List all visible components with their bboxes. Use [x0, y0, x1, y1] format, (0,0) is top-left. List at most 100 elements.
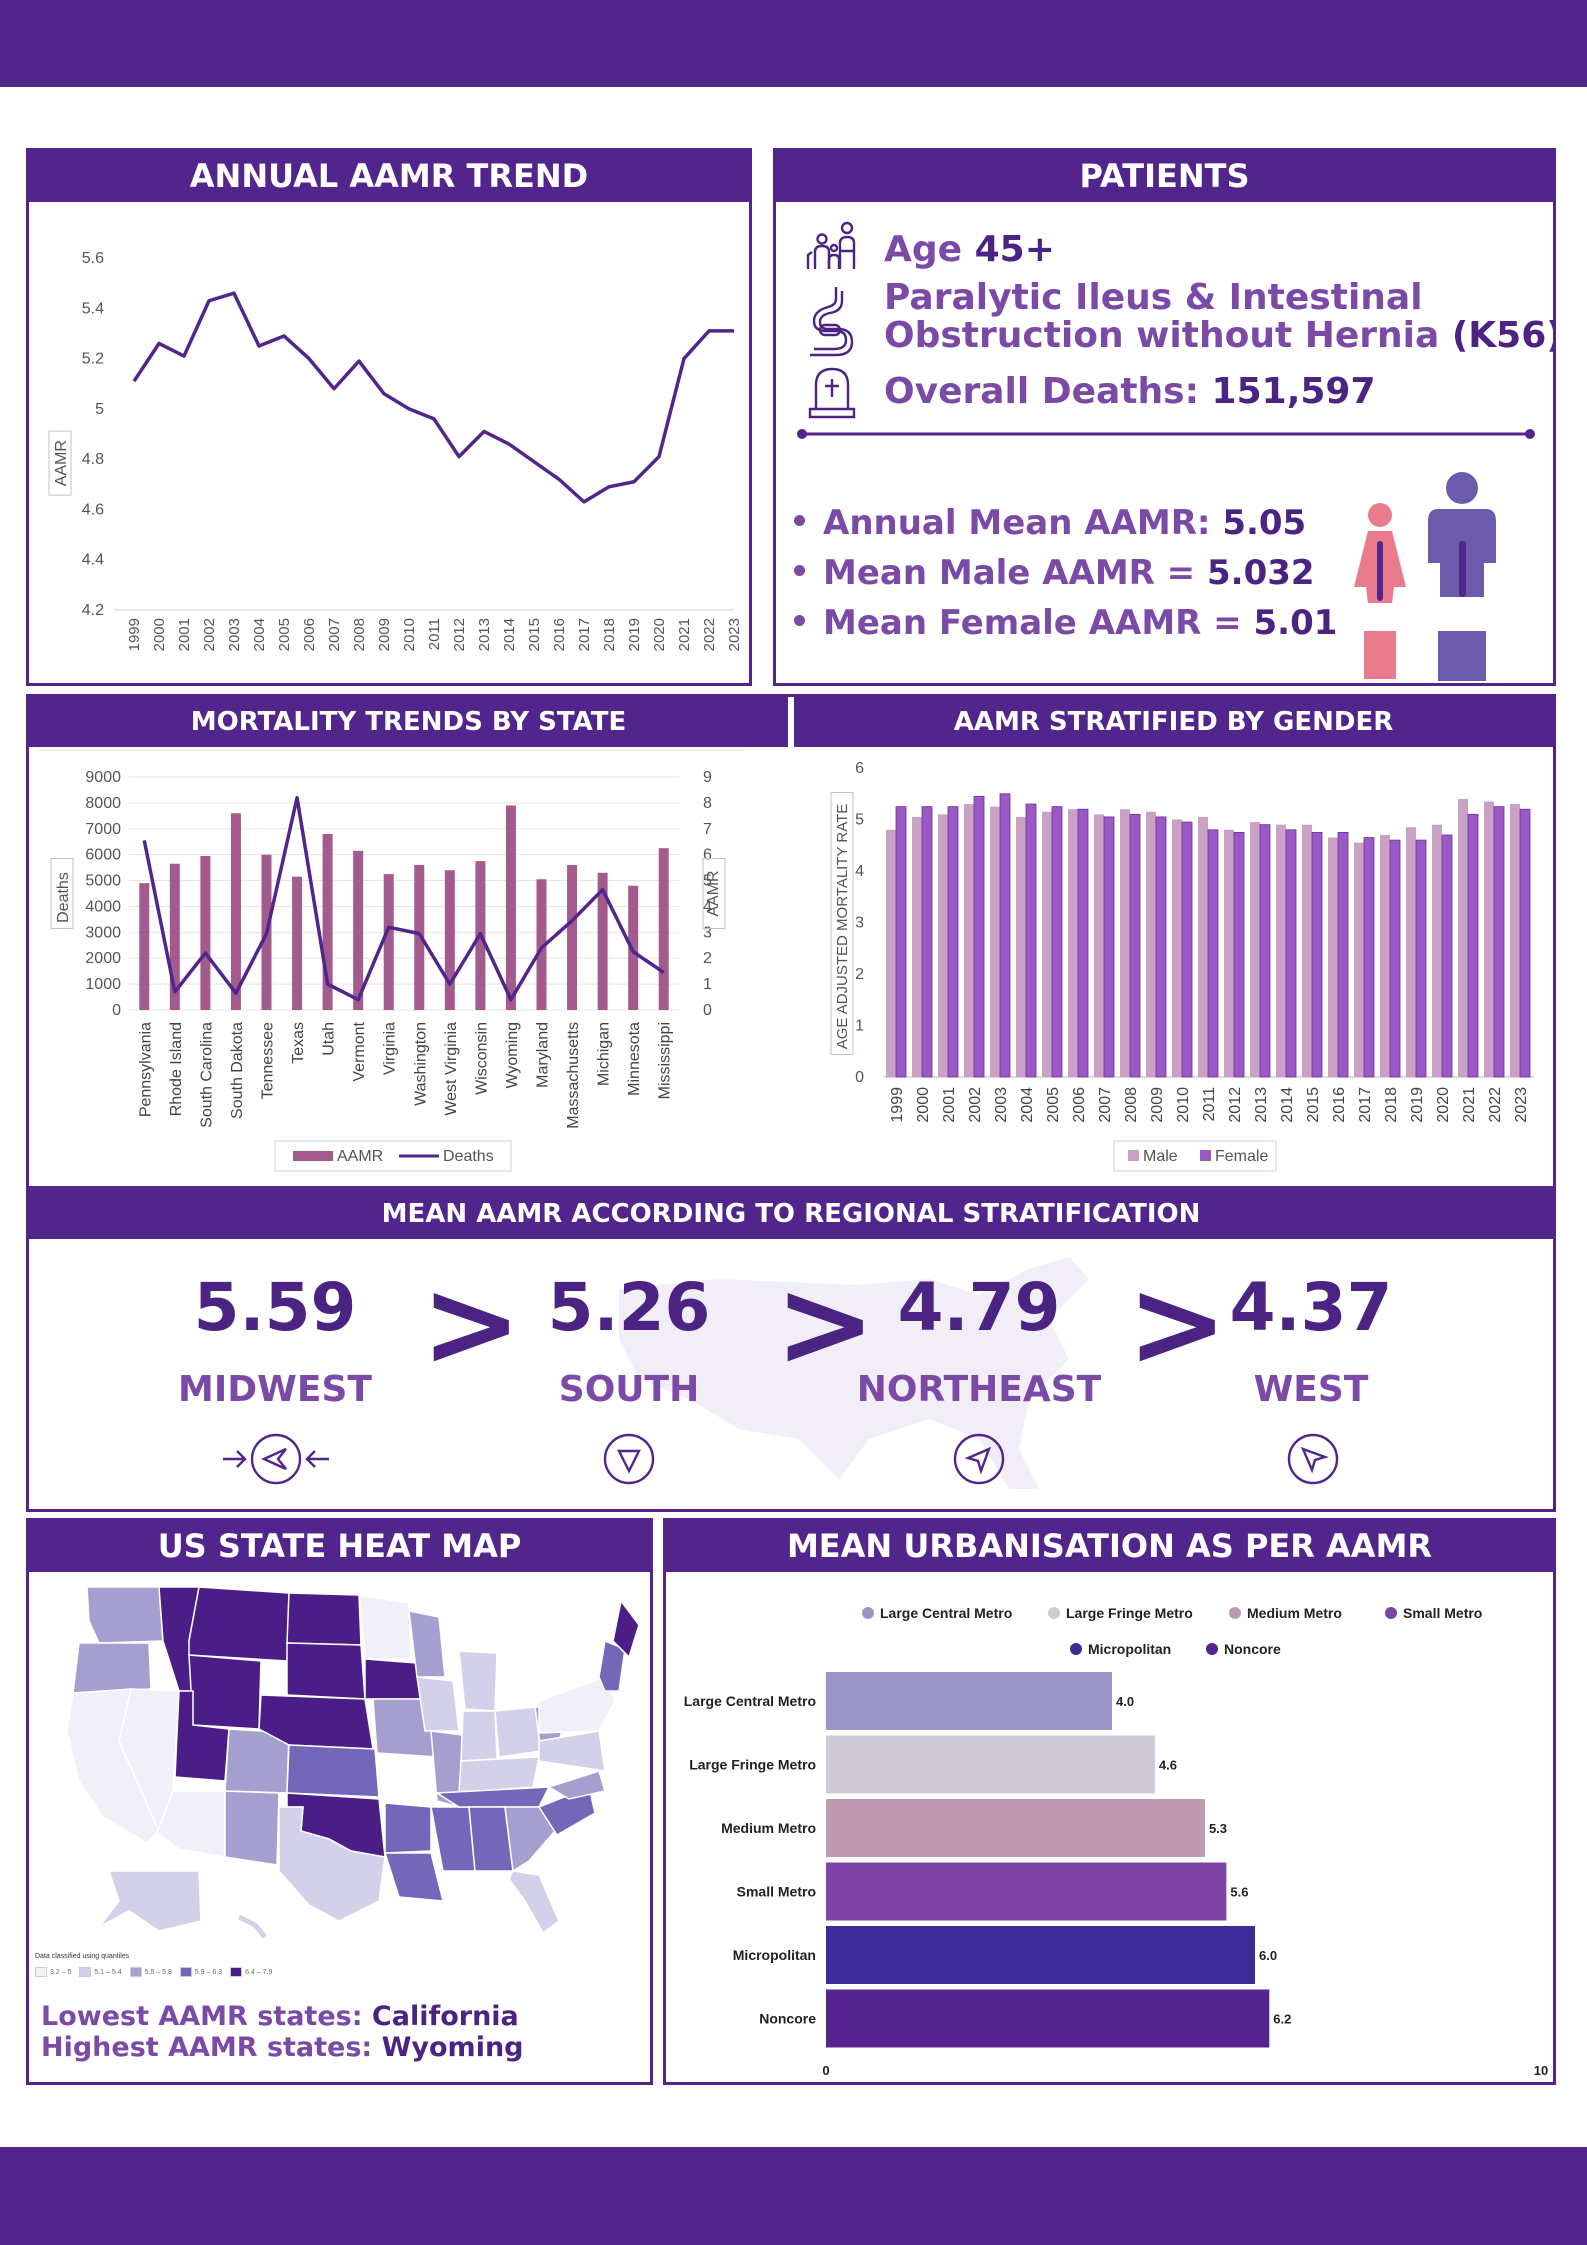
state-label: Utah [321, 1022, 338, 1056]
female-bar [1103, 816, 1115, 1078]
x-tick-label: 2017 [576, 618, 593, 651]
female-bar [895, 806, 907, 1078]
y-tick-label: 5.6 [82, 250, 104, 267]
x-tick-label: 2003 [993, 1087, 1010, 1123]
panel-title-gender: AAMR STRATIFIED BY GENDER [794, 697, 1553, 747]
x-tick-label: 2019 [626, 618, 643, 651]
y-right-tick-label: 6 [703, 847, 712, 864]
region-value-south: 5.26 [547, 1269, 711, 1346]
male-figure-icon [1428, 472, 1496, 681]
mortality-state-panel: MORTALITY TRENDS BY STATE AAMR STRATIFIE… [26, 694, 1556, 1188]
male-bar [1276, 824, 1286, 1077]
x-tick-label: 2015 [1305, 1087, 1322, 1123]
y-tick-label: 5.4 [82, 300, 104, 317]
state-label: Minnesota [626, 1022, 643, 1096]
male-bar [1510, 804, 1520, 1077]
state-label: South Carolina [198, 1022, 215, 1128]
highest-aamr: Highest AAMR states: Wyoming [41, 2032, 524, 2063]
legend-label-aamr: AAMR [337, 1148, 383, 1165]
y-tick-label: 5 [855, 812, 864, 829]
male-bar [938, 814, 948, 1077]
legend-box [274, 1140, 512, 1172]
age-value: 45+ [974, 229, 1055, 270]
category-label: Micropolitan [733, 1947, 816, 1963]
header-band [0, 0, 1587, 87]
bar-value-label: 5.3 [1209, 1821, 1227, 1836]
deaths-label: Overall Deaths: [884, 371, 1212, 412]
bar-value-label: 6.0 [1259, 1948, 1277, 1963]
x-tick-label: 0 [822, 2063, 829, 2078]
male-bar [990, 806, 1000, 1077]
y-right-tick-label: 4 [703, 898, 712, 915]
male-bar [964, 804, 974, 1077]
region-name-south: SOUTH [558, 1369, 700, 1410]
state-label: Wyoming [504, 1022, 521, 1089]
state-label: Tennessee [260, 1022, 277, 1099]
male-bar [1042, 811, 1052, 1077]
x-tick-label: 2000 [151, 618, 168, 651]
x-tick-label: 2019 [1409, 1087, 1426, 1123]
diagnosis-line-2: Obstruction without Hernia [884, 315, 1452, 356]
x-tick-label: 2003 [226, 618, 243, 651]
legend-marker [1229, 1607, 1241, 1619]
bar-value-label: 5.6 [1230, 1885, 1248, 1900]
female-bar [1363, 837, 1375, 1078]
lowest-aamr: Lowest AAMR states: California [41, 2001, 519, 2032]
x-tick-label: 2018 [1383, 1087, 1400, 1123]
male-bar [1302, 824, 1312, 1077]
x-tick-label: 2018 [601, 618, 618, 651]
state-label: Wisconsin [473, 1022, 490, 1095]
female-bar [973, 795, 985, 1078]
heatmap-panel: US STATE HEAT MAP [26, 1518, 653, 2085]
legend-label: Large Central Metro [880, 1605, 1012, 1621]
aamr-bar [444, 870, 455, 1010]
female-bar [921, 806, 933, 1078]
female-bar [1389, 839, 1401, 1078]
x-tick-label: 2021 [1461, 1087, 1478, 1123]
panel-title: ANNUAL AAMR TREND [29, 151, 749, 202]
x-tick-label: 2004 [1019, 1087, 1036, 1123]
intestine-icon [810, 287, 854, 357]
x-tick-label: 2015 [526, 618, 543, 651]
aamr-bar [536, 879, 547, 1010]
male-bar [886, 829, 896, 1077]
legend-label: 6.4 – 7.9 [245, 1968, 273, 1976]
footer-band [0, 2147, 1587, 2245]
male-bar [1198, 816, 1208, 1077]
divider-line [797, 429, 1535, 439]
legend-swatch [230, 1967, 243, 1977]
category-label: Large Central Metro [684, 1693, 816, 1709]
female-bar [1025, 803, 1037, 1078]
patients-panel: PATIENTS Age 45+ Paralytic Ileus & Intes… [773, 148, 1556, 686]
y-tick-label: 3 [855, 915, 864, 932]
x-tick-label: 2006 [301, 618, 318, 651]
legend-box [1113, 1140, 1277, 1172]
y-right-tick-label: 3 [703, 924, 712, 941]
male-bar [1172, 819, 1182, 1077]
female-bar [947, 806, 959, 1078]
y-tick-label: 4 [855, 863, 864, 880]
y-left-tick-label: 1000 [85, 976, 121, 993]
greater-than-3: > [1127, 1255, 1228, 1394]
urban-bar [826, 1862, 1227, 1921]
y-tick-label: 5.2 [82, 351, 104, 368]
x-tick-label: 2001 [941, 1087, 958, 1123]
x-tick-label: 2020 [651, 618, 668, 651]
x-tick-label: 2020 [1435, 1087, 1452, 1123]
y-tick-label: 6 [855, 760, 864, 777]
urban-bar [826, 1735, 1155, 1794]
x-tick-label: 2012 [451, 618, 468, 651]
y-axis-label: AGE ADJUSTED MORTALITY RATE [834, 804, 851, 1050]
legend-swatch [179, 1967, 192, 1977]
y-left-label: Deaths [55, 872, 72, 923]
region-name-northeast: NORTHEAST [856, 1369, 1102, 1410]
female-bar [1077, 808, 1089, 1078]
deaths-value: 151,597 [1211, 371, 1376, 412]
deaths-line: Overall Deaths: 151,597 [884, 371, 1376, 412]
greater-than-1: > [421, 1255, 522, 1394]
y-tick-label: 4.8 [82, 451, 104, 468]
x-tick-label: 2023 [1513, 1087, 1530, 1123]
y-right-label: AAMR [705, 870, 722, 916]
legend-label: 5.5 – 5.8 [144, 1968, 172, 1976]
legend-marker [1206, 1643, 1218, 1655]
